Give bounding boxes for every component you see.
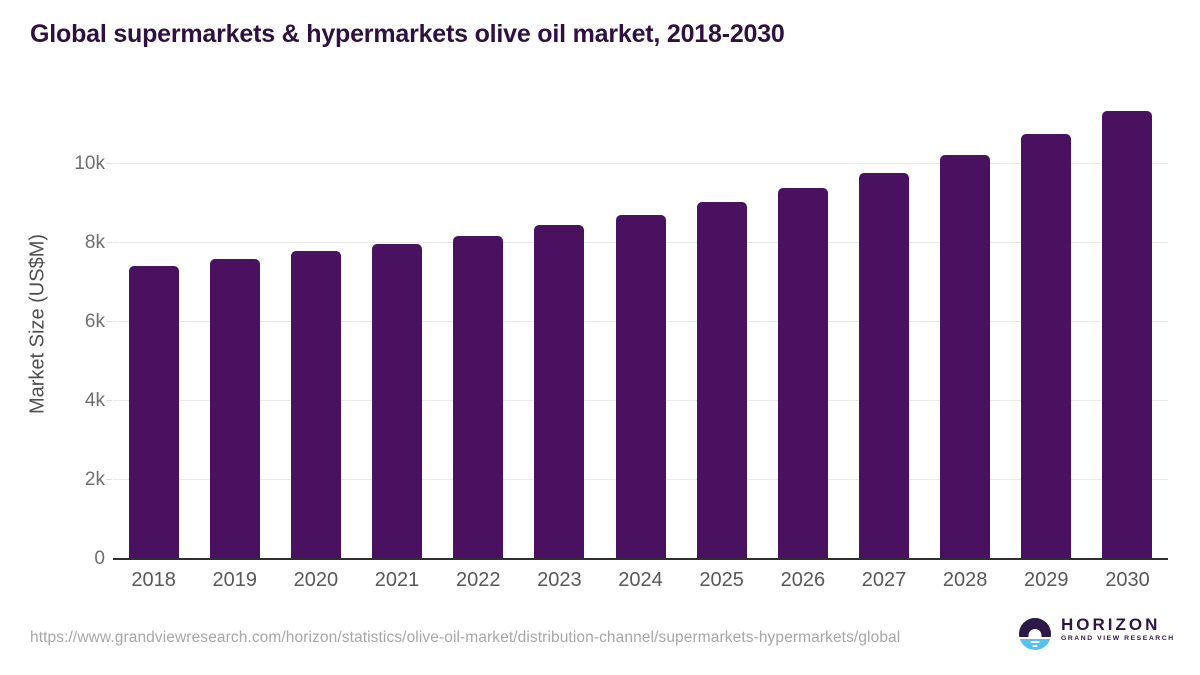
bar-slot-2021 bbox=[356, 100, 437, 559]
x-tick-label-2028: 2028 bbox=[942, 569, 988, 591]
logo-horizon-line bbox=[1019, 637, 1051, 639]
bar-slot-2029 bbox=[1006, 100, 1087, 559]
bar-2026 bbox=[777, 187, 828, 559]
x-tick-label-2029: 2029 bbox=[1024, 569, 1069, 591]
bar-slot-2026 bbox=[762, 100, 843, 559]
bars-row bbox=[113, 100, 1168, 559]
logo-brand-name: HORIZON bbox=[1061, 615, 1161, 634]
y-tick-label-2k: 2k bbox=[84, 469, 105, 490]
x-tick-label-2023: 2023 bbox=[537, 569, 582, 591]
bar-2024 bbox=[615, 214, 666, 559]
bar-slot-2027 bbox=[843, 100, 924, 559]
x-tick-label-2018: 2018 bbox=[131, 569, 176, 591]
y-tick-mark bbox=[106, 242, 112, 243]
bar-2023 bbox=[534, 225, 585, 559]
bar-2021 bbox=[372, 243, 423, 559]
logo-reflection-dash bbox=[1030, 641, 1040, 643]
chart-title: Global supermarkets & hypermarkets olive… bbox=[30, 20, 785, 48]
y-tick-label-10k: 10k bbox=[74, 153, 105, 174]
source-url: https://www.grandviewresearch.com/horizo… bbox=[30, 629, 901, 646]
bar-2022 bbox=[453, 235, 504, 559]
bar-slot-2030 bbox=[1087, 100, 1168, 559]
bar-2018 bbox=[128, 266, 179, 559]
bar-slot-2025 bbox=[681, 100, 762, 559]
bar-slot-2018 bbox=[113, 100, 194, 559]
y-axis-tick-labels: 0 2k 4k 6k 8k 10k bbox=[0, 100, 105, 569]
bar-slot-2023 bbox=[519, 100, 600, 559]
bar-slot-2022 bbox=[438, 100, 519, 559]
y-tick-mark bbox=[106, 321, 112, 322]
y-tick-label-8k: 8k bbox=[84, 232, 105, 253]
y-tick-mark bbox=[106, 163, 112, 164]
x-tick-label-2025: 2025 bbox=[699, 569, 744, 591]
bar-2030 bbox=[1102, 111, 1153, 559]
bar-2019 bbox=[209, 258, 260, 559]
y-tick-label-0: 0 bbox=[94, 548, 105, 569]
horizon-logo: HORIZON GRAND VIEW RESEARCH bbox=[1019, 615, 1175, 650]
y-tick-mark bbox=[106, 479, 112, 480]
x-tick-label-2027: 2027 bbox=[861, 569, 907, 591]
bar-slot-2028 bbox=[925, 100, 1006, 559]
plot-area bbox=[113, 100, 1168, 560]
bar-2029 bbox=[1021, 134, 1072, 559]
logo-sun-icon bbox=[1028, 629, 1042, 637]
logo-tagline: GRAND VIEW RESEARCH bbox=[1061, 635, 1175, 642]
bar-2028 bbox=[940, 155, 991, 559]
x-axis-line bbox=[113, 558, 1168, 560]
logo-text: HORIZON GRAND VIEW RESEARCH bbox=[1061, 615, 1175, 642]
x-tick-label-2026: 2026 bbox=[780, 569, 826, 591]
bar-2025 bbox=[696, 201, 747, 559]
x-tick-label-2030: 2030 bbox=[1105, 569, 1150, 591]
horizon-logo-icon bbox=[1019, 618, 1051, 650]
bar-slot-2020 bbox=[275, 100, 356, 559]
bar-2027 bbox=[858, 172, 909, 559]
logo-reflection-dash bbox=[1032, 645, 1038, 647]
gridline-10k bbox=[113, 163, 1168, 164]
x-tick-label-2020: 2020 bbox=[293, 569, 339, 591]
bar-2020 bbox=[290, 251, 341, 559]
y-axis-tick-marks bbox=[106, 100, 112, 559]
x-tick-label-2022: 2022 bbox=[455, 569, 501, 591]
logo-sky-shape bbox=[1019, 618, 1051, 637]
y-tick-mark bbox=[106, 400, 112, 401]
bar-slot-2019 bbox=[194, 100, 275, 559]
bar-slot-2024 bbox=[600, 100, 681, 559]
x-tick-label-2019: 2019 bbox=[212, 569, 257, 591]
x-tick-label-2024: 2024 bbox=[618, 569, 663, 591]
x-tick-label-2021: 2021 bbox=[374, 569, 420, 591]
x-axis-labels: 2018 2019 2020 2021 2022 2023 2024 2025 2026 2027… bbox=[113, 569, 1168, 592]
y-tick-label-4k: 4k bbox=[84, 390, 105, 411]
y-tick-label-6k: 6k bbox=[84, 311, 105, 332]
